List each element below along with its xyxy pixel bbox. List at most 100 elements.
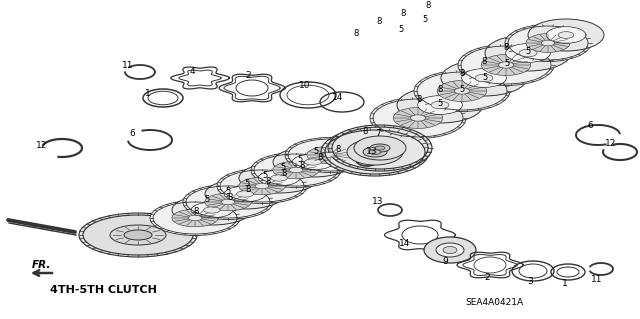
Text: FR.: FR. (32, 260, 51, 270)
Ellipse shape (292, 154, 334, 170)
Ellipse shape (205, 193, 251, 211)
Text: 3: 3 (527, 278, 533, 286)
Text: 5: 5 (437, 100, 443, 108)
Ellipse shape (528, 19, 604, 51)
Ellipse shape (289, 167, 303, 173)
Text: 11: 11 (122, 62, 134, 70)
Ellipse shape (258, 170, 300, 186)
Ellipse shape (526, 33, 570, 52)
Text: 8: 8 (317, 153, 323, 162)
Ellipse shape (441, 60, 527, 96)
Text: 8: 8 (481, 57, 486, 66)
Text: 6: 6 (587, 122, 593, 130)
Ellipse shape (347, 139, 403, 165)
Text: 8: 8 (362, 128, 368, 137)
Ellipse shape (224, 186, 266, 202)
Ellipse shape (519, 49, 537, 57)
Text: 5: 5 (314, 147, 319, 157)
Text: 8: 8 (376, 18, 381, 26)
Ellipse shape (305, 159, 321, 165)
Ellipse shape (461, 69, 506, 87)
Text: 5: 5 (262, 170, 268, 180)
Ellipse shape (239, 177, 285, 195)
Text: 5: 5 (460, 85, 465, 94)
Text: 8: 8 (400, 9, 406, 18)
Ellipse shape (424, 237, 476, 263)
Ellipse shape (397, 87, 483, 123)
Text: 4: 4 (189, 68, 195, 77)
Text: 8: 8 (426, 1, 431, 10)
Ellipse shape (205, 179, 285, 209)
Text: 12: 12 (605, 139, 617, 149)
Ellipse shape (485, 35, 571, 71)
Text: 5: 5 (504, 60, 509, 69)
Ellipse shape (437, 81, 487, 101)
Ellipse shape (172, 209, 218, 227)
Ellipse shape (255, 183, 269, 189)
Ellipse shape (237, 191, 253, 197)
Ellipse shape (191, 202, 233, 218)
Ellipse shape (369, 150, 381, 154)
Text: 5: 5 (244, 179, 250, 188)
Text: 8: 8 (353, 29, 358, 39)
Text: 6: 6 (129, 130, 135, 138)
Ellipse shape (221, 199, 235, 205)
Text: 1: 1 (145, 88, 151, 98)
Ellipse shape (251, 152, 341, 188)
Ellipse shape (323, 152, 337, 158)
Text: 5: 5 (204, 196, 210, 204)
Ellipse shape (431, 101, 449, 109)
Ellipse shape (307, 146, 353, 164)
Text: 5: 5 (298, 155, 303, 165)
Text: 5: 5 (280, 164, 285, 173)
Text: 5: 5 (483, 72, 488, 81)
Ellipse shape (217, 168, 307, 204)
Ellipse shape (172, 195, 252, 225)
Ellipse shape (443, 247, 457, 254)
Text: 12: 12 (36, 140, 48, 150)
Text: 8: 8 (282, 168, 287, 177)
Text: 4TH-5TH CLUTCH: 4TH-5TH CLUTCH (50, 285, 157, 295)
Text: 5: 5 (398, 25, 404, 33)
Text: 8: 8 (245, 184, 251, 194)
Text: 5: 5 (422, 16, 428, 25)
Text: 1: 1 (562, 278, 568, 287)
Ellipse shape (454, 88, 469, 94)
Ellipse shape (375, 146, 385, 150)
Text: 7: 7 (375, 129, 381, 137)
Ellipse shape (499, 62, 513, 68)
Ellipse shape (285, 137, 375, 173)
Ellipse shape (505, 25, 591, 62)
Ellipse shape (273, 147, 353, 177)
Text: 8: 8 (193, 207, 198, 217)
Text: 8: 8 (503, 43, 509, 53)
Ellipse shape (124, 230, 152, 240)
Ellipse shape (414, 70, 510, 112)
Text: 8: 8 (227, 192, 233, 202)
Text: 13: 13 (372, 197, 384, 206)
Ellipse shape (370, 144, 390, 152)
Text: 8: 8 (416, 95, 422, 105)
Text: 14: 14 (332, 93, 344, 101)
Ellipse shape (273, 161, 319, 179)
Ellipse shape (363, 147, 387, 157)
Text: 11: 11 (591, 276, 603, 285)
Ellipse shape (204, 207, 220, 213)
Text: 2: 2 (245, 71, 251, 80)
Text: 9: 9 (442, 257, 448, 266)
Ellipse shape (239, 163, 319, 193)
Ellipse shape (393, 108, 443, 129)
Text: 2: 2 (484, 273, 490, 283)
Text: 10: 10 (300, 80, 311, 90)
Ellipse shape (150, 201, 240, 235)
Ellipse shape (481, 55, 531, 76)
Ellipse shape (506, 44, 550, 62)
Text: 8: 8 (300, 160, 305, 169)
Ellipse shape (558, 32, 574, 38)
Text: 13: 13 (366, 147, 378, 157)
Ellipse shape (321, 128, 429, 176)
Text: SEA4A0421A: SEA4A0421A (465, 298, 523, 307)
Text: 14: 14 (399, 240, 411, 249)
Ellipse shape (475, 74, 493, 82)
Ellipse shape (110, 225, 166, 245)
